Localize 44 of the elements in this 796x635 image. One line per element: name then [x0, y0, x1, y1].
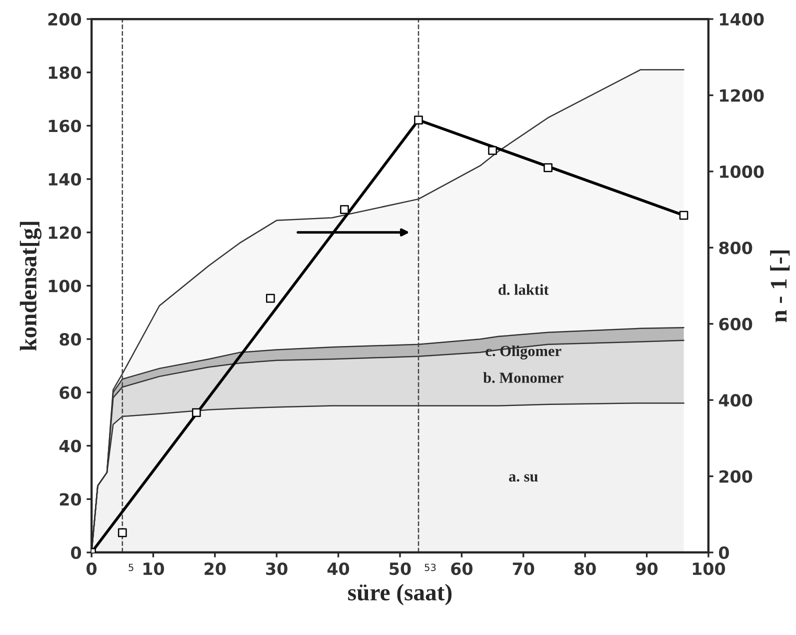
- x-tick-label: 70: [512, 562, 534, 576]
- point: [414, 116, 423, 124]
- y2-tick-label: 1000: [720, 165, 764, 178]
- y-axis-title: kondensat[g]: [20, 222, 42, 351]
- x-tick-label: 20: [204, 562, 226, 576]
- x-tick-label: 60: [451, 562, 472, 576]
- y2-tick-label: 0: [718, 546, 729, 560]
- x-tick-label: 10: [144, 562, 164, 576]
- ref-line-label: 5: [128, 564, 134, 572]
- point: [544, 163, 552, 172]
- x-tick-label: 40: [327, 562, 350, 576]
- point: [118, 528, 127, 538]
- y-tick-label: 160: [48, 120, 82, 132]
- annotation: a. su: [509, 474, 538, 482]
- x-tick-label: 100: [692, 562, 726, 576]
- ref-line-label: 53: [424, 564, 436, 572]
- annotation: b. Monomer: [483, 372, 564, 383]
- y-tick-label: 80: [60, 333, 82, 346]
- y2-tick-label: 1400: [720, 13, 764, 26]
- x-tick-label: 50: [390, 562, 411, 576]
- y-tick-label: 60: [60, 386, 82, 399]
- x-tick-label: 90: [636, 562, 658, 576]
- y-tick-label: 20: [60, 493, 82, 506]
- y-tick-label: 140: [48, 173, 82, 186]
- y2-tick-label: 1200: [720, 89, 764, 102]
- x-tick-label: 0: [86, 562, 97, 576]
- point: [266, 294, 275, 303]
- x-tick-label: 80: [574, 562, 596, 576]
- y2-tick-label: 400: [718, 394, 752, 407]
- x-axis-title: süre (saat): [348, 584, 452, 606]
- point: [679, 210, 688, 220]
- point: [192, 408, 201, 418]
- annotation: d. laktit: [498, 284, 549, 295]
- x-tick-label: 30: [266, 562, 288, 576]
- y2-tick-label: 200: [719, 470, 752, 483]
- y-tick-label: 100: [48, 280, 82, 292]
- y-tick-label: 0: [71, 546, 82, 560]
- y2-axis-title: n - 1 [-]: [770, 250, 790, 322]
- y2-tick-label: 600: [719, 318, 752, 330]
- y-tick-label: 40: [59, 440, 82, 452]
- y-tick-label: 120: [48, 226, 82, 239]
- y-tick-label: 200: [48, 13, 82, 26]
- y2-tick-label: 800: [719, 242, 752, 254]
- y-tick-label: 180: [48, 66, 82, 79]
